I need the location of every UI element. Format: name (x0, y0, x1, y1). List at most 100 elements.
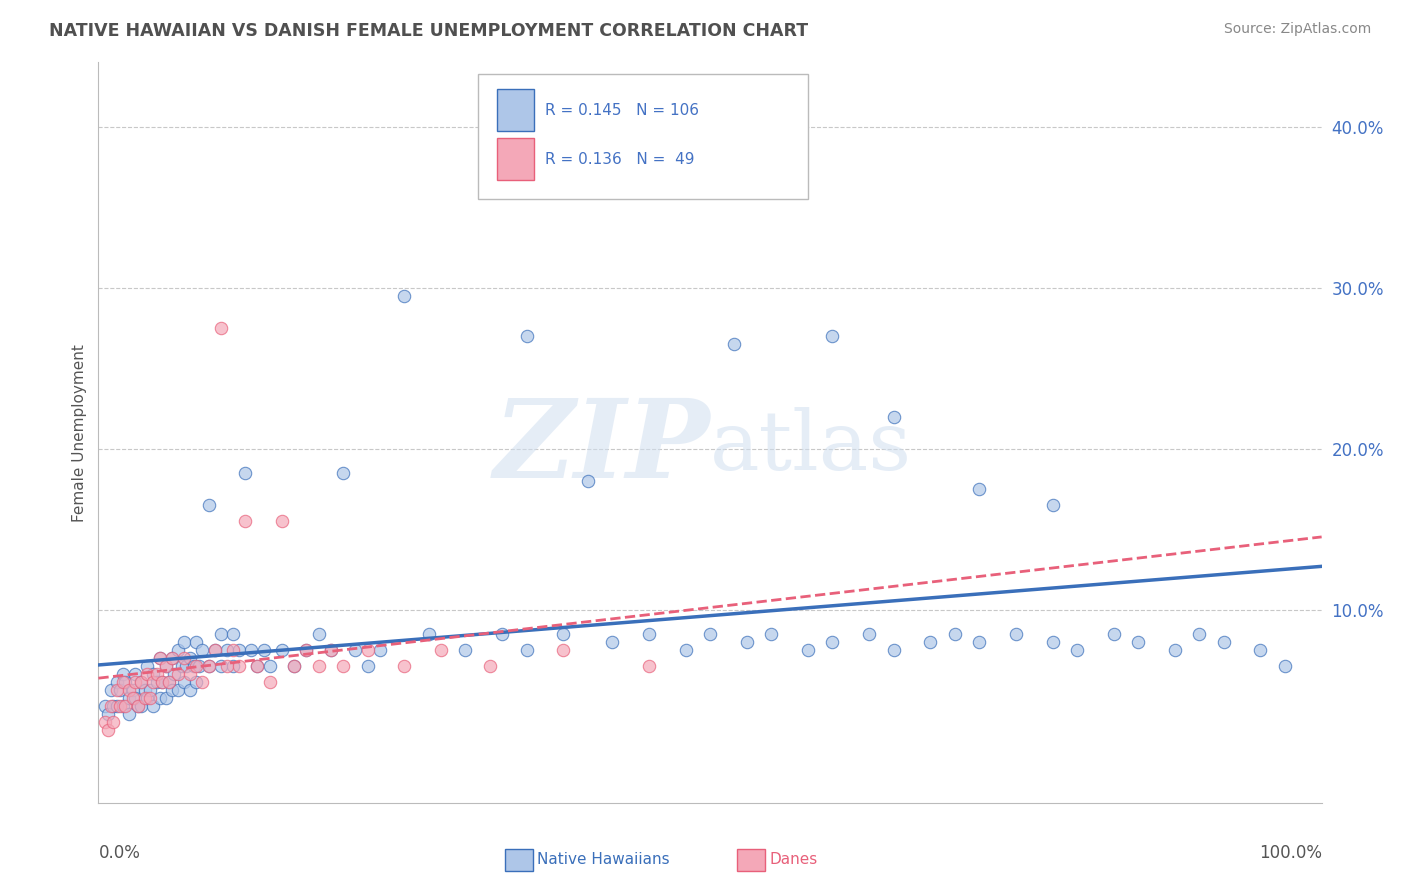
Point (283, 659, 305, 673)
Point (173, 651, 195, 665)
Point (418, 627, 440, 641)
Point (129, 675, 152, 690)
Text: R = 0.145   N = 106: R = 0.145 N = 106 (546, 103, 699, 118)
Point (319, 643, 342, 657)
Text: Danes: Danes (769, 853, 817, 867)
Point (920, 635, 942, 649)
Point (228, 659, 250, 673)
Point (118, 691, 141, 706)
Point (170, 659, 193, 673)
Point (392, 659, 416, 673)
Point (100, 683, 122, 698)
Point (883, 409, 905, 424)
Point (150, 675, 173, 690)
FancyBboxPatch shape (478, 73, 808, 200)
Point (176, 659, 198, 673)
Point (215, 643, 238, 657)
Text: ZIP: ZIP (494, 393, 710, 501)
Point (332, 466, 354, 480)
Point (259, 659, 281, 673)
Point (139, 683, 162, 698)
Point (637, 659, 661, 673)
Point (515, 329, 537, 343)
Point (191, 675, 214, 690)
Point (1042, 635, 1064, 649)
Point (149, 651, 172, 665)
Point (735, 635, 758, 649)
Point (191, 643, 214, 657)
Point (1274, 659, 1296, 673)
Point (967, 635, 990, 649)
Point (149, 651, 172, 665)
Point (186, 635, 208, 649)
Point (134, 683, 156, 698)
Point (356, 643, 378, 657)
Point (127, 699, 149, 714)
Point (270, 514, 294, 528)
Text: Source: ZipAtlas.com: Source: ZipAtlas.com (1223, 22, 1371, 37)
Point (121, 691, 143, 706)
Point (246, 659, 269, 673)
Point (699, 627, 721, 641)
Point (134, 691, 156, 706)
Point (295, 643, 318, 657)
Point (821, 635, 844, 649)
Point (179, 651, 201, 665)
Point (222, 627, 245, 641)
Point (246, 659, 269, 673)
Point (187, 659, 209, 673)
Point (821, 329, 844, 343)
Point (368, 643, 391, 657)
Point (1102, 627, 1125, 641)
Point (283, 659, 305, 673)
Point (93, 699, 115, 714)
Point (136, 691, 159, 706)
Point (215, 659, 238, 673)
Point (186, 659, 208, 673)
Point (173, 675, 195, 690)
Point (118, 707, 141, 722)
Point (259, 675, 281, 690)
Point (252, 643, 274, 657)
Point (142, 675, 165, 690)
Point (127, 699, 149, 714)
Y-axis label: Female Unemployment: Female Unemployment (72, 343, 87, 522)
Point (553, 627, 575, 641)
Point (101, 715, 124, 730)
Point (129, 675, 152, 690)
Point (121, 683, 143, 698)
Point (1004, 627, 1026, 641)
Point (97, 707, 120, 722)
Point (163, 667, 186, 681)
Point (197, 659, 219, 673)
Point (1042, 498, 1064, 512)
Point (155, 691, 177, 706)
Point (233, 466, 256, 480)
Point (157, 675, 180, 690)
Point (139, 691, 162, 706)
Point (600, 635, 623, 649)
Point (146, 675, 169, 690)
Point (149, 691, 172, 706)
Point (240, 643, 263, 657)
Point (967, 482, 990, 496)
Point (209, 321, 232, 335)
Point (101, 699, 124, 714)
Point (233, 514, 256, 528)
Point (197, 498, 219, 512)
Point (270, 643, 294, 657)
Point (883, 643, 905, 657)
Point (105, 683, 128, 698)
Point (344, 643, 367, 657)
Point (308, 627, 330, 641)
Point (204, 643, 226, 657)
Point (136, 667, 159, 681)
Point (124, 675, 146, 690)
Point (146, 667, 169, 681)
Point (204, 643, 226, 657)
Point (761, 627, 783, 641)
Point (308, 659, 330, 673)
Point (105, 675, 128, 690)
Point (114, 675, 136, 690)
Point (1249, 643, 1271, 657)
